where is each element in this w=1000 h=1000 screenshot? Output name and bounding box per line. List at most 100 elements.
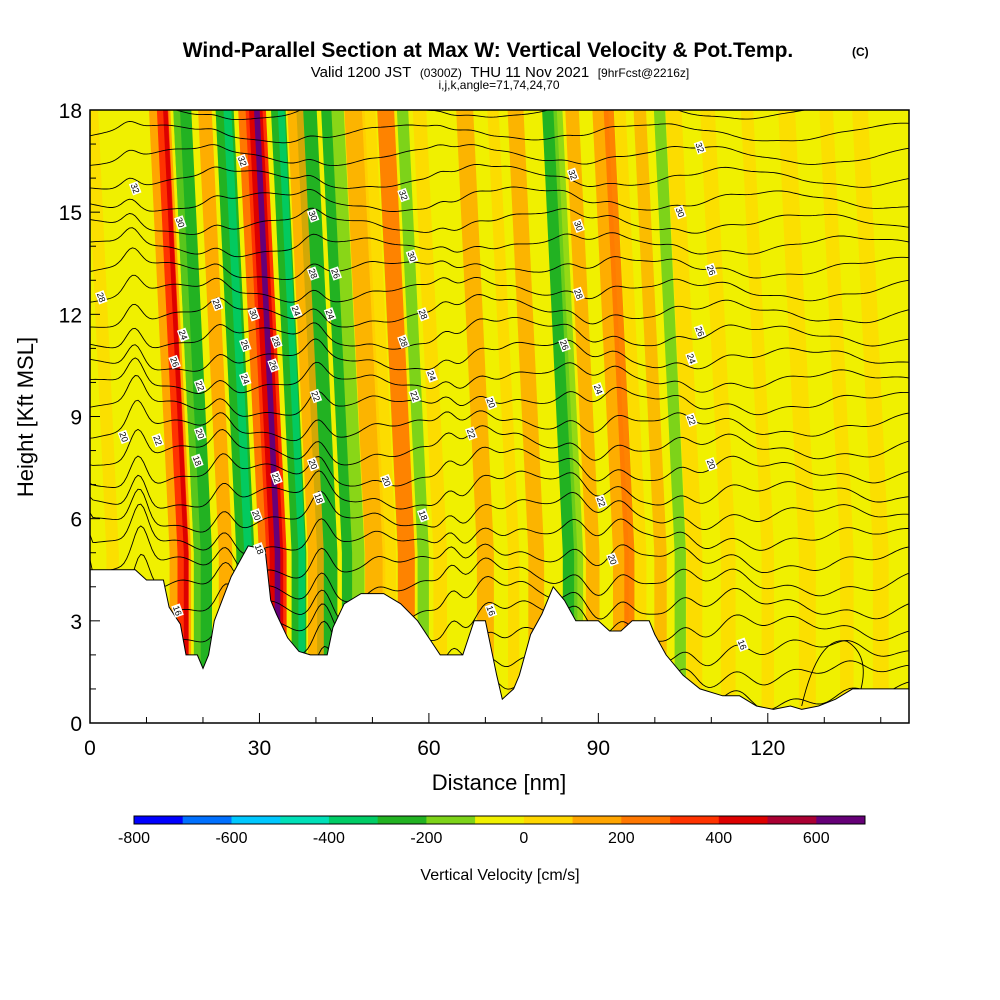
contour-label-4: 24	[177, 327, 190, 342]
contour-label-text: 24	[425, 369, 438, 382]
contour-label-45: 22	[595, 494, 608, 509]
contour-label-text: 30	[572, 219, 585, 232]
colorbar-swatch-2	[231, 816, 281, 824]
colorbar-tick-label: 200	[608, 830, 635, 847]
contour-label-bg	[236, 153, 249, 169]
x-tick-label: 0	[84, 737, 96, 760]
y-tick-label: 0	[70, 713, 82, 736]
contour-label-17: 26	[267, 358, 280, 373]
contour-label-47: 32	[693, 140, 707, 155]
contour-label-bg	[572, 286, 585, 302]
contour-label-text: 32	[693, 141, 706, 154]
contour-label-bg	[685, 412, 698, 428]
contour-label-bg	[270, 470, 283, 485]
theta-contour-18	[90, 274, 909, 303]
contour-labels: 32 30 28 26 24 22 20 22 20 18 16 32 28 30 26 24 28 26 24 22…	[95, 140, 749, 652]
section-info: i,j,k,angle=71,74,24,70	[438, 78, 559, 92]
contour-label-26: 22	[309, 388, 323, 404]
contour-label-49: 26	[705, 262, 718, 278]
velocity-band-18	[321, 110, 353, 723]
contour-label-51: 24	[685, 351, 698, 366]
chart-subtitle: Valid 1200 JST (0300Z) THU 11 Nov 2021 […	[311, 64, 690, 81]
contour-label-bg	[592, 382, 605, 397]
contour-label-text: 30	[405, 250, 418, 263]
contour-label-bg	[408, 388, 422, 404]
colorbar-title: Vertical Velocity [cm/s]	[420, 867, 579, 884]
y-tick-label: 6	[70, 509, 82, 532]
contour-label-bg	[484, 395, 498, 411]
contour-label-text: 26	[558, 339, 571, 352]
colorbar-swatch-0	[134, 816, 184, 824]
contour-label-text: 22	[151, 434, 164, 447]
velocity-band-32	[614, 110, 647, 723]
contour-label-bg	[566, 167, 580, 182]
contour-label-52: 22	[685, 412, 698, 428]
contour-label-0: 32	[128, 181, 142, 196]
subtitle-forecast: [9hrFcst@2216z]	[598, 66, 690, 80]
velocity-band-39	[819, 110, 854, 723]
subtitle-utc: (0300Z)	[420, 66, 462, 80]
contour-label-text: 20	[484, 397, 497, 410]
contour-label-text: 18	[312, 492, 325, 505]
contour-label-text: 24	[592, 383, 605, 396]
contour-label-text: 18	[253, 543, 266, 556]
contour-label-bg	[606, 552, 619, 567]
velocity-band-2	[156, 110, 189, 723]
contour-label-bg	[253, 542, 266, 557]
contour-label-14: 26	[239, 337, 252, 353]
contour-label-36: 18	[417, 508, 430, 523]
contour-label-text: 20	[250, 509, 263, 522]
velocity-band-6	[198, 110, 233, 723]
theta-contour-closed	[801, 640, 864, 707]
theta-contour-21	[90, 207, 909, 235]
velocity-band-24	[456, 110, 494, 723]
colorbar-swatch-8	[523, 816, 574, 824]
contour-label-bg	[405, 249, 419, 264]
contour-label-text: 24	[685, 352, 698, 365]
contour-label-text: 32	[236, 155, 249, 168]
contour-label-bg	[558, 337, 571, 353]
y-tick-label: 3	[70, 611, 82, 634]
contour-label-bg	[117, 429, 131, 445]
velocity-band-36	[700, 110, 736, 723]
colorbar-swatch-10	[621, 816, 671, 824]
contour-label-bg	[329, 266, 342, 281]
contour-label-bg	[267, 358, 280, 373]
contour-label-8: 20	[194, 426, 207, 441]
contour-label-text: 26	[239, 339, 252, 352]
contour-label-bg	[685, 351, 698, 366]
contour-label-1: 30	[174, 215, 187, 230]
contour-label-text: 26	[329, 267, 342, 280]
colorbar-swatch-1	[182, 816, 232, 824]
contour-label-text: 16	[484, 604, 497, 617]
contour-label-41: 30	[572, 218, 585, 233]
contour-label-text: 20	[380, 475, 393, 488]
contour-label-text: 22	[595, 495, 608, 508]
contour-label-12: 28	[211, 296, 224, 312]
theta-contour-14	[90, 357, 909, 394]
contour-label-11: 32	[236, 153, 249, 169]
terrain-mask	[90, 545, 909, 723]
contour-label-bg	[128, 181, 142, 196]
theta-contour-25	[90, 120, 909, 144]
contour-label-text: 28	[307, 267, 320, 280]
contour-label-text: 26	[693, 325, 706, 338]
x-axis: 0 30 60 90 120	[84, 713, 882, 760]
velocity-band-25	[487, 110, 520, 723]
contour-label-16: 28	[270, 334, 283, 349]
contour-label-bg	[306, 208, 320, 223]
theta-contour-26	[173, 110, 807, 121]
contour-label-40: 32	[566, 167, 580, 182]
y-axis-label: Height [Kft MSL]	[13, 337, 38, 497]
contour-label-text: 28	[95, 291, 108, 304]
theta-contour-17	[90, 294, 909, 328]
x-tick-label: 120	[750, 737, 785, 760]
colorbar-tick-label: -600	[215, 830, 247, 847]
contour-label-text: 32	[129, 182, 142, 195]
contour-label-18: 24	[290, 303, 303, 319]
contour-label-33: 24	[425, 368, 438, 383]
velocity-band-19	[344, 110, 386, 723]
contour-label-text: 24	[290, 305, 303, 318]
contour-label-bg	[416, 307, 430, 322]
